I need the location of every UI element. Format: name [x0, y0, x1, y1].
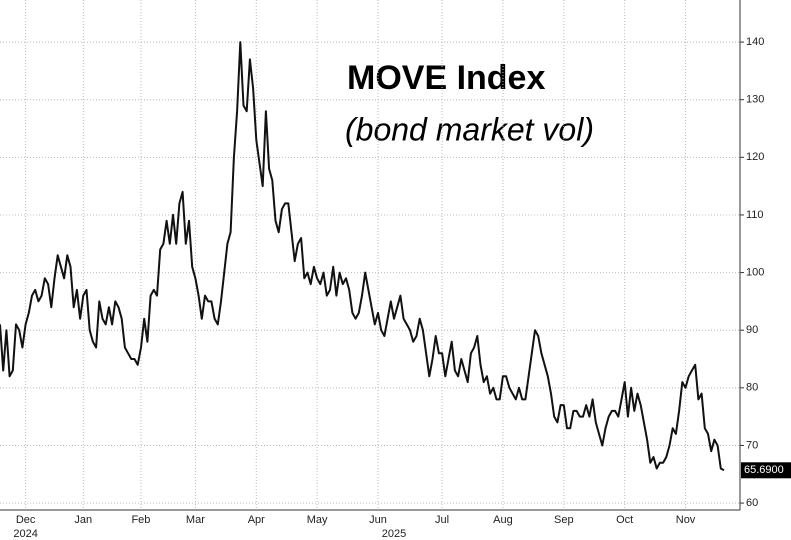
x-tick-label: Jan [74, 514, 92, 526]
x-tick-label: Nov [676, 514, 696, 526]
y-tick-label: 100 [746, 266, 764, 278]
x-tick-label: Jul [435, 514, 449, 526]
y-tick-label: 90 [746, 324, 758, 336]
year-label: 2024 [13, 528, 37, 540]
x-tick-label: Mar [186, 514, 205, 526]
x-tick-label: Jun [369, 514, 387, 526]
x-tick-label: May [307, 514, 328, 526]
y-tick-label: 120 [746, 151, 764, 163]
year-label: 2025 [382, 528, 406, 540]
chart-subtitle: (bond market vol) [345, 111, 594, 147]
x-tick-label: Apr [248, 514, 265, 526]
y-tick-label: 60 [746, 497, 758, 509]
last-value-label: 65.6900 [744, 464, 784, 476]
y-tick-label: 110 [746, 209, 764, 221]
y-tick-label: 70 [746, 439, 758, 451]
x-tick-label: Aug [493, 514, 513, 526]
y-tick-label: 140 [746, 36, 764, 48]
last-value-box [741, 462, 791, 479]
series-line [0, 41, 725, 472]
x-tick-label: Feb [131, 514, 150, 526]
y-tick-label: 130 [746, 94, 764, 106]
y-tick-label: 80 [746, 382, 758, 394]
x-tick-label: Oct [616, 514, 633, 526]
x-tick-label: Sep [554, 514, 574, 526]
x-tick-label: Dec [16, 514, 36, 526]
chart-title: MOVE Index [347, 59, 545, 97]
